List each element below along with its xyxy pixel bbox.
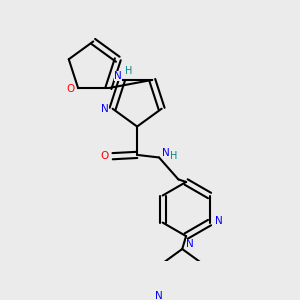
Text: H: H xyxy=(169,151,177,161)
Text: N: N xyxy=(155,291,163,300)
Text: N: N xyxy=(215,216,223,226)
Text: N: N xyxy=(186,239,194,249)
Text: H: H xyxy=(125,66,132,76)
Text: N: N xyxy=(162,148,169,158)
Text: N: N xyxy=(101,104,109,114)
Text: N: N xyxy=(114,71,122,81)
Text: O: O xyxy=(100,151,109,161)
Text: O: O xyxy=(67,84,75,94)
